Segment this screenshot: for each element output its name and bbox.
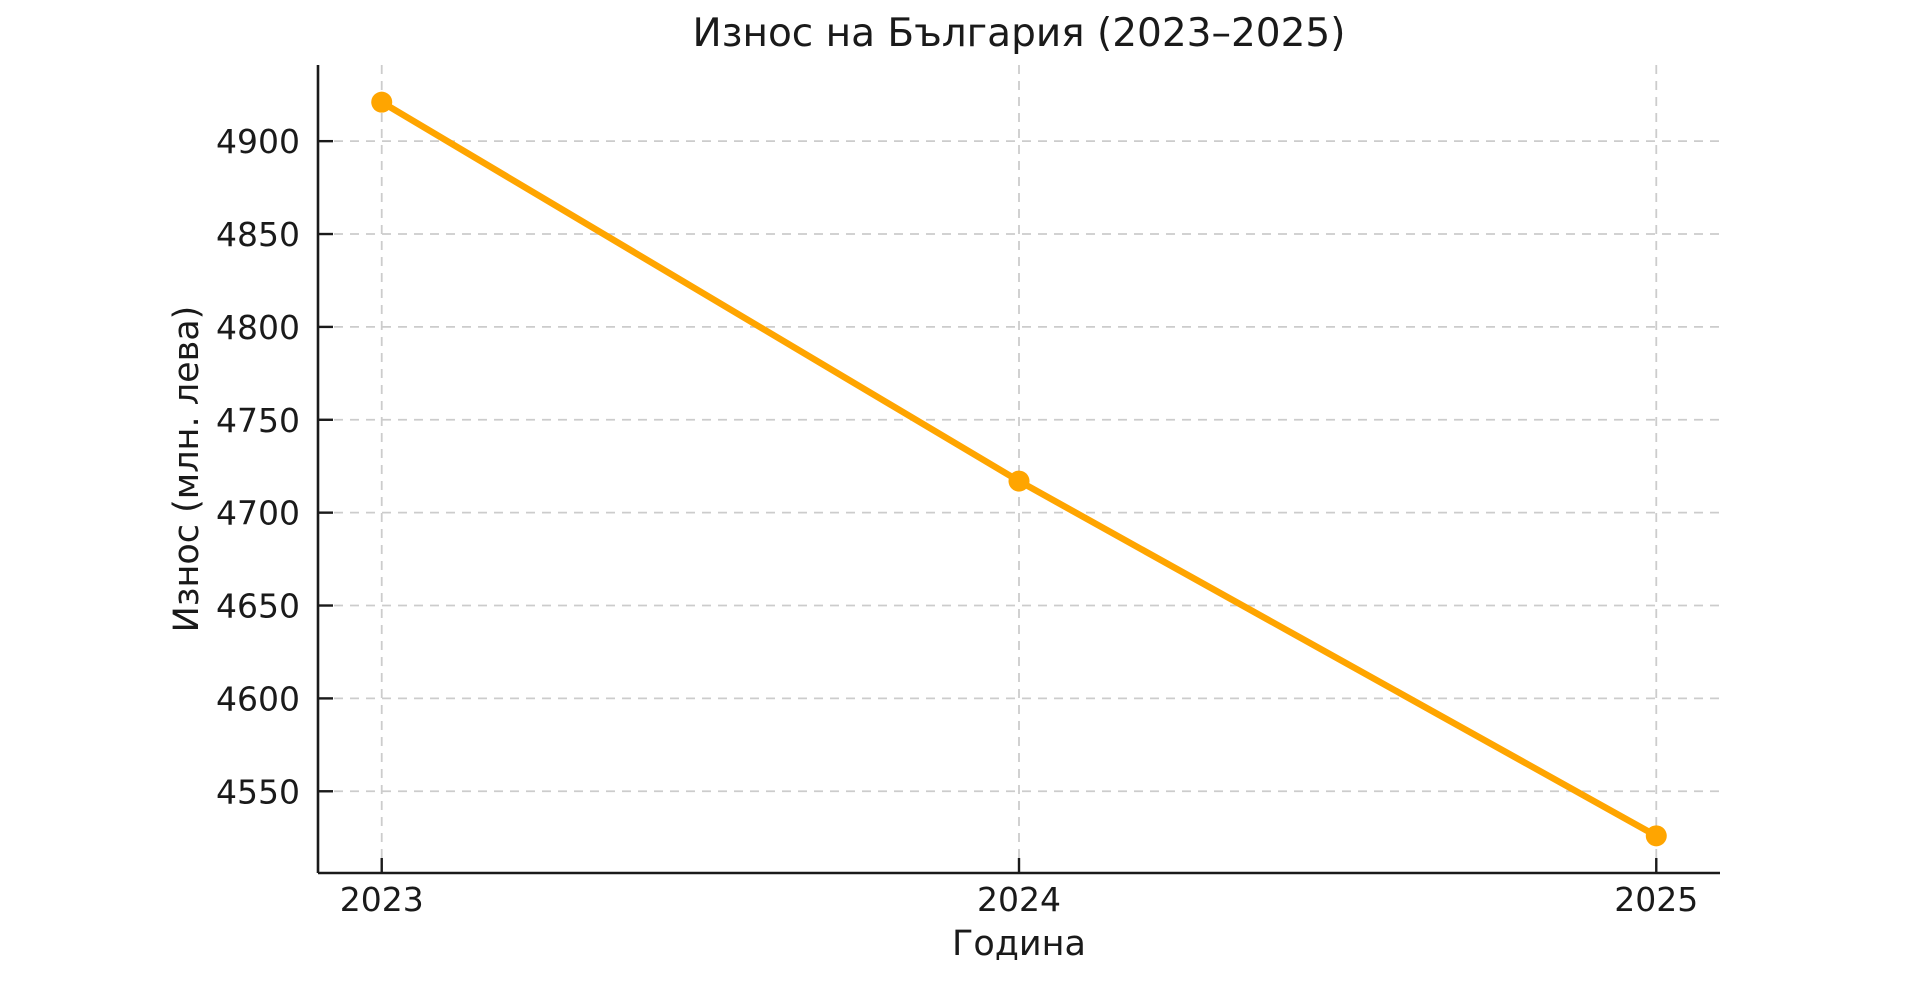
data-point-marker xyxy=(1008,470,1030,492)
y-tick-label: 4750 xyxy=(216,401,300,440)
x-tick-label: 2024 xyxy=(977,880,1061,919)
y-tick-label: 4600 xyxy=(216,679,300,718)
data-point-marker xyxy=(1645,825,1667,847)
x-axis-label: Година xyxy=(952,924,1086,964)
chart-title: Износ на България (2023–2025) xyxy=(693,11,1346,56)
grid-layer xyxy=(318,65,1720,873)
y-tick-label: 4550 xyxy=(216,772,300,811)
y-tick-label: 4650 xyxy=(216,587,300,626)
x-tick-label: 2025 xyxy=(1614,880,1698,919)
axis-layer: 4550 4600 4650 4700 4750 4800 4850 4900 2023 2024… xyxy=(216,65,1720,919)
y-tick-label: 4800 xyxy=(216,308,300,347)
data-series-layer xyxy=(371,91,1667,847)
y-tick-label: 4850 xyxy=(216,215,300,254)
x-tick-label: 2023 xyxy=(340,880,424,919)
y-tick-label: 4700 xyxy=(216,494,300,533)
data-point-marker xyxy=(371,91,393,113)
y-tick-label: 4900 xyxy=(216,122,300,161)
y-axis-label: Износ (млн. лева) xyxy=(167,306,207,633)
label-layer: Износ на България (2023–2025) Година Изн… xyxy=(167,11,1345,964)
